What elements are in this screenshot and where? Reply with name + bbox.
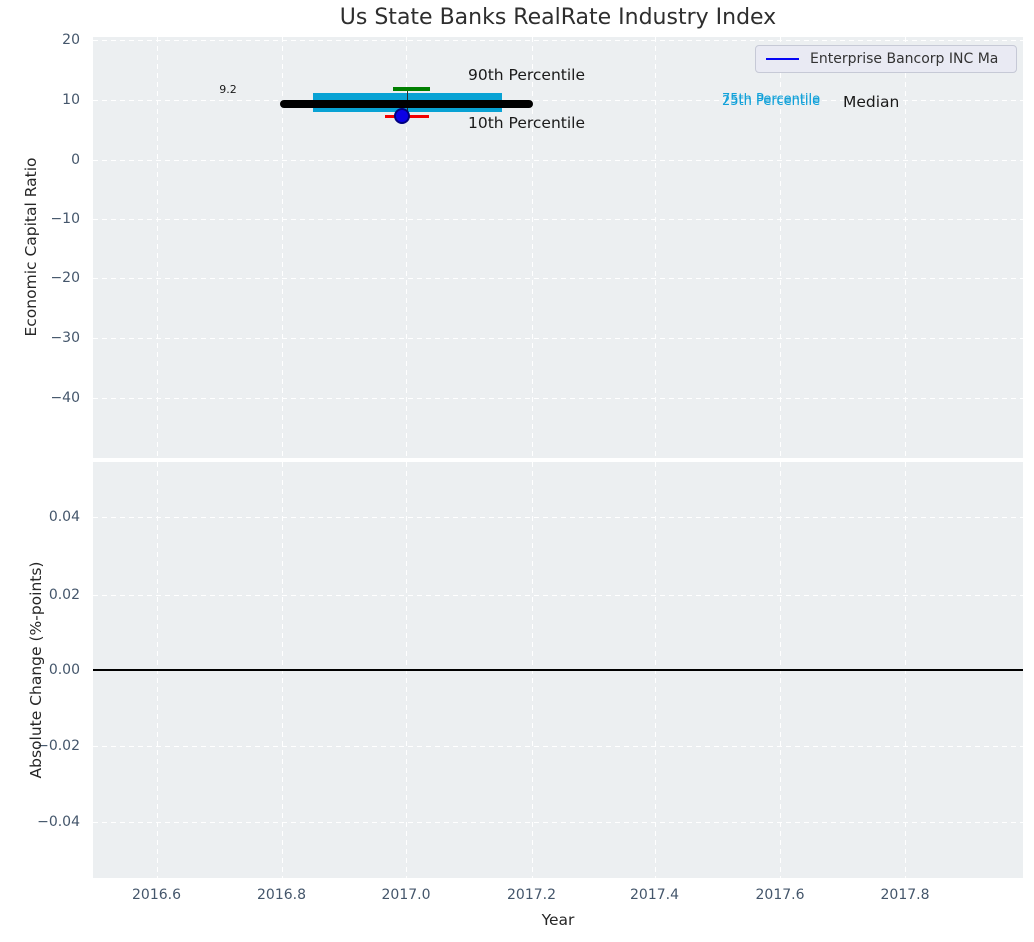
ytick-label: −40 bbox=[50, 390, 80, 406]
gridline bbox=[93, 822, 1023, 824]
xtick-label: 2017.2 bbox=[507, 887, 556, 903]
xtick-label: 2016.6 bbox=[132, 887, 181, 903]
gridline bbox=[904, 37, 906, 458]
gridline bbox=[156, 37, 158, 458]
legend-line-swatch bbox=[766, 57, 799, 61]
xtick-label: 2017.4 bbox=[630, 887, 679, 903]
annotation-10th-percentile: 10th Percentile bbox=[468, 114, 586, 132]
xtick-label: 2016.8 bbox=[257, 887, 306, 903]
annotation-median-value: 9.2 bbox=[219, 83, 237, 96]
median-line bbox=[280, 99, 533, 108]
gridline bbox=[406, 37, 408, 458]
gridline bbox=[93, 338, 1023, 340]
zero-baseline bbox=[93, 669, 1023, 671]
ytick-label: 0.02 bbox=[48, 586, 80, 603]
xtick-label: 2017.8 bbox=[880, 887, 930, 903]
chart-title: Us State Banks RealRate Industry Index bbox=[339, 5, 777, 30]
legend: Enterprise Bancorp INC Ma bbox=[755, 45, 1017, 73]
bottom-plot-area bbox=[93, 462, 1023, 878]
ytick-label: −30 bbox=[50, 330, 80, 346]
annotation-75th-percentile: 75th Percentile bbox=[722, 92, 821, 107]
ytick-label: −0.02 bbox=[37, 738, 80, 754]
annotation-median: Median bbox=[843, 93, 900, 111]
gridline bbox=[93, 517, 1023, 519]
gridline bbox=[281, 37, 283, 458]
gridline bbox=[93, 594, 1023, 596]
gridline bbox=[93, 100, 1023, 102]
gridline bbox=[531, 37, 533, 458]
top-y-axis-label: Economic Capital Ratio bbox=[22, 157, 40, 337]
gridline bbox=[93, 40, 1023, 42]
ytick-label: 10 bbox=[62, 92, 80, 108]
ytick-label: 0.00 bbox=[48, 662, 80, 678]
xtick-label: 2017.6 bbox=[755, 887, 805, 903]
ytick-label: 0.04 bbox=[48, 509, 80, 525]
ytick-label: −0.04 bbox=[37, 814, 80, 830]
annotation-25th-percentile: 25th Percentile bbox=[722, 93, 821, 109]
x-axis-label: Year bbox=[541, 911, 575, 929]
xtick-label: 2017.0 bbox=[381, 887, 431, 903]
gridline bbox=[780, 37, 782, 458]
gridline bbox=[93, 160, 1023, 162]
annotation-90th-percentile: 90th Percentile bbox=[468, 66, 586, 84]
top-plot-area: 9.2 90th Percentile 10th Percentile 75th… bbox=[93, 37, 1023, 458]
ytick-label: 20 bbox=[62, 32, 80, 48]
gridline bbox=[93, 746, 1023, 748]
ytick-label: 0 bbox=[71, 152, 80, 168]
gridline bbox=[93, 218, 1023, 220]
ytick-label: −20 bbox=[50, 270, 80, 286]
company-value-marker bbox=[394, 108, 410, 124]
legend-label: Enterprise Bancorp INC Ma bbox=[810, 51, 999, 67]
bottom-y-axis-label: Absolute Change (%-points) bbox=[27, 561, 45, 779]
ytick-label: −10 bbox=[50, 210, 80, 227]
gridline bbox=[93, 278, 1023, 280]
p90-whisker-cap bbox=[393, 87, 430, 91]
gridline bbox=[93, 398, 1023, 400]
gridline bbox=[654, 37, 656, 458]
